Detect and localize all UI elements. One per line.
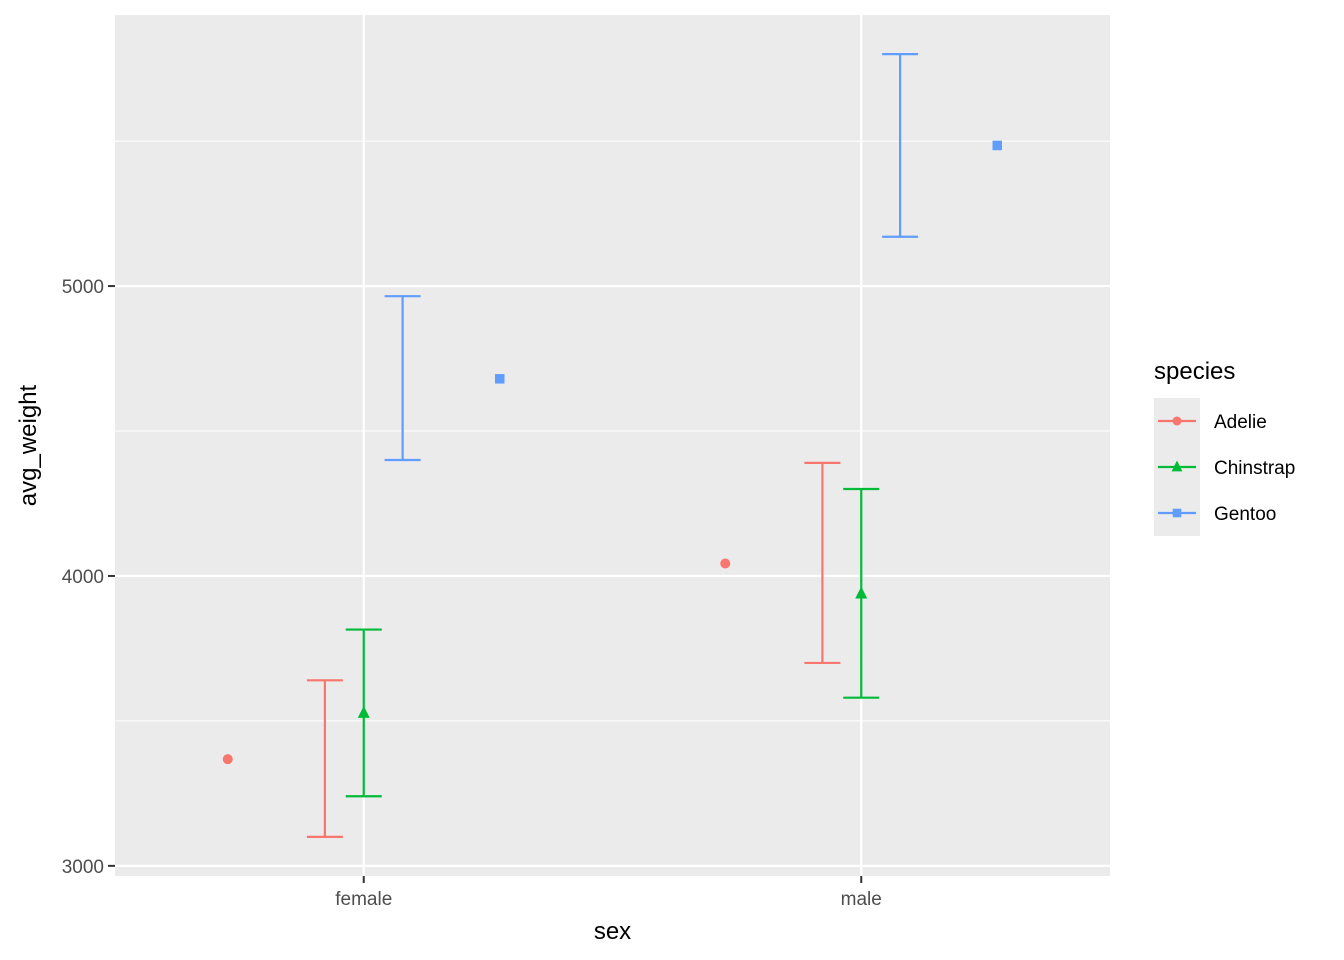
- errorbar: [804, 461, 841, 665]
- legend-title: species: [1154, 358, 1235, 385]
- legend-label: Gentoo: [1214, 504, 1276, 525]
- series-chinstrap: [345, 487, 880, 798]
- legend: species Adelie Chinstrap Gentoo: [1154, 358, 1295, 536]
- series-gentoo: [384, 53, 1002, 462]
- legend-item-gentoo: Gentoo: [1154, 490, 1276, 536]
- axes: 3000 4000 5000 female male: [62, 277, 882, 910]
- legend-key-marker: [1172, 416, 1182, 426]
- x-tick-label: male: [841, 889, 882, 910]
- data-point: [855, 586, 868, 599]
- y-axis-title: avg_weight: [15, 384, 42, 506]
- panel-background: [115, 15, 1110, 876]
- errorbar: [882, 53, 919, 238]
- x-tick-label: female: [335, 889, 392, 910]
- y-tick-label: 4000: [62, 567, 104, 588]
- data-point: [720, 558, 731, 569]
- legend-key-marker: [1172, 508, 1182, 518]
- errorbar: [384, 295, 421, 462]
- legend-key-marker: [1171, 460, 1183, 472]
- y-tick-label: 5000: [62, 277, 104, 298]
- legend-item-chinstrap: Chinstrap: [1154, 444, 1295, 490]
- x-axis-title: sex: [594, 918, 631, 945]
- legend-item-adelie: Adelie: [1154, 398, 1267, 444]
- data-point: [495, 374, 505, 384]
- data-point: [222, 754, 233, 765]
- series-adelie: [222, 461, 841, 838]
- y-tick-label: 3000: [62, 857, 104, 878]
- data-point: [357, 705, 370, 718]
- plot-panel: [115, 15, 1110, 876]
- data-point: [992, 140, 1002, 151]
- legend-label: Adelie: [1214, 412, 1267, 433]
- errorbar: [306, 679, 343, 838]
- legend-label: Chinstrap: [1214, 458, 1295, 479]
